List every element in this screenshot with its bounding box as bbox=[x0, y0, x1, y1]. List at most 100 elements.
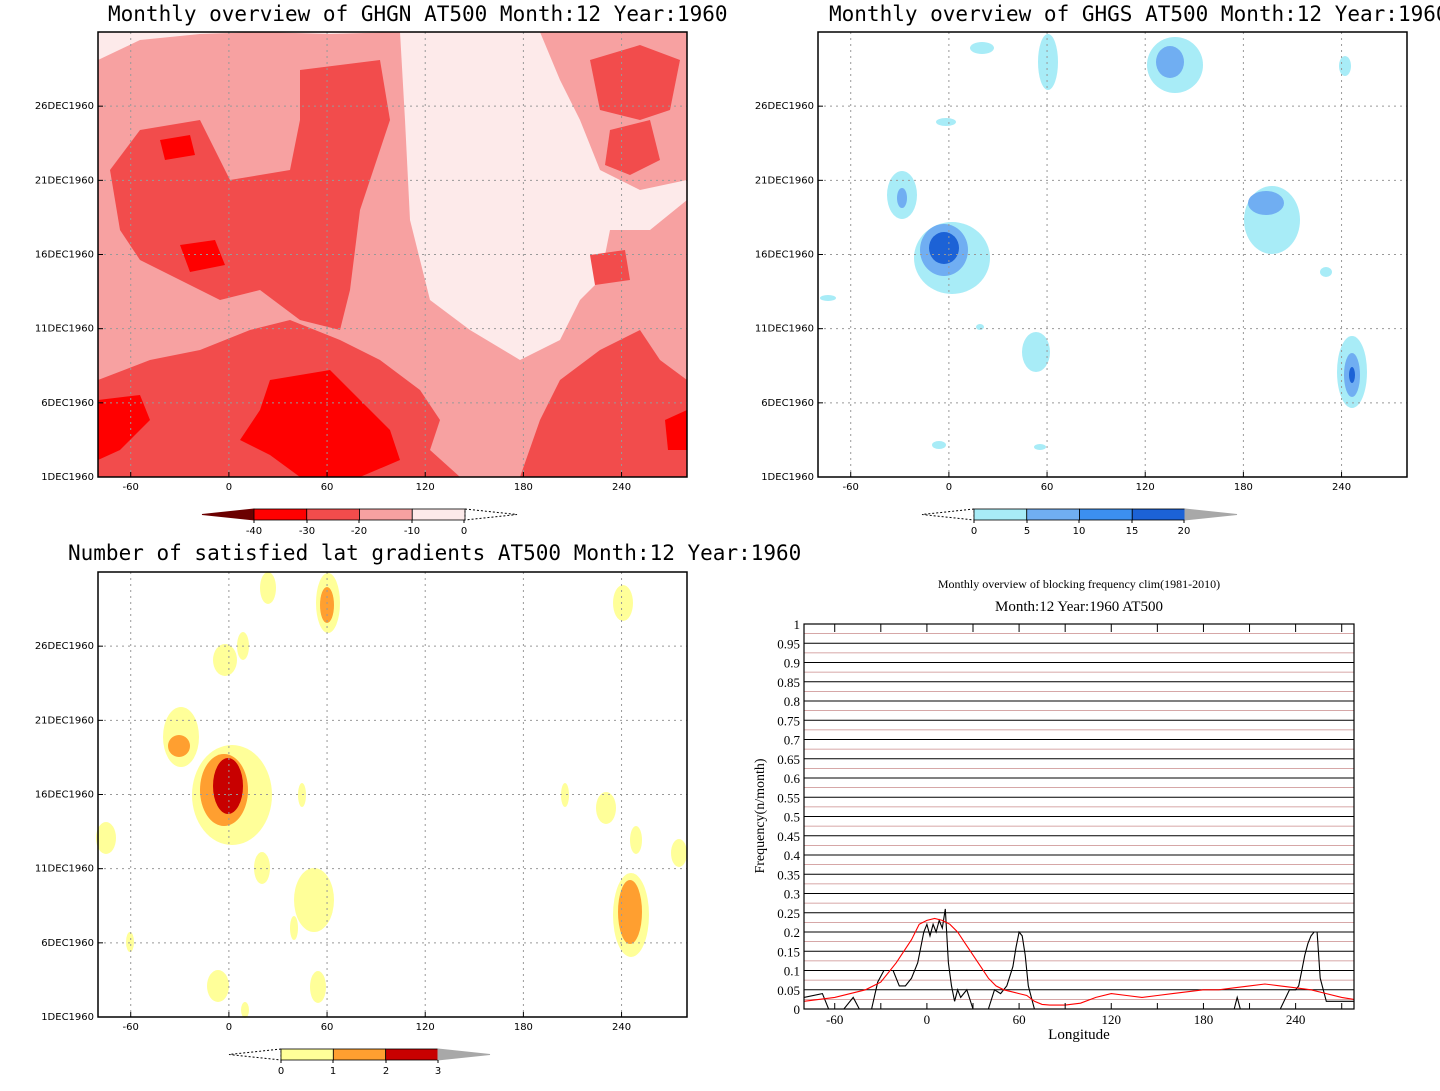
ghgn-x-tick-label: -60 bbox=[123, 482, 139, 493]
ghgn-colorbar-arrow-right bbox=[464, 508, 518, 521]
grad-blob bbox=[561, 783, 569, 807]
freq-x-tick-label: 180 bbox=[1194, 1012, 1214, 1027]
grad-x-ticks: -60 0 60 120 180 240 bbox=[123, 1012, 631, 1033]
ghgn-y-tick-label: 21DEC1960 bbox=[35, 175, 94, 186]
freq-y-tick-label: 0.05 bbox=[777, 983, 800, 998]
ghgn-colorbar-box bbox=[359, 508, 413, 521]
freq-frame bbox=[803, 623, 1355, 1010]
ghgs-y-tick-label: 1DEC1960 bbox=[761, 472, 814, 483]
grad-colorbar-label: 3 bbox=[435, 1066, 441, 1077]
grad-blob bbox=[310, 971, 326, 1003]
ghgs-colorbar-label: 0 bbox=[971, 526, 977, 537]
freq-y-tick-label: 0.75 bbox=[777, 713, 800, 728]
ghgs-y-tick-label: 26DEC1960 bbox=[755, 101, 814, 112]
grad-grid bbox=[98, 572, 687, 1017]
grad-blob bbox=[596, 792, 616, 824]
freq-y-tick-label: 1 bbox=[794, 617, 801, 632]
grad-blob bbox=[294, 868, 334, 932]
ghgs-colorbar-label: 15 bbox=[1126, 526, 1139, 537]
ghgs-blob bbox=[820, 295, 836, 301]
grad-chart: -60 0 60 120 180 240 1DEC19606DEC196011DEC196… bbox=[35, 571, 688, 1077]
ghgs-colorbar-box bbox=[1079, 508, 1133, 521]
ghgn-x-tick-label: 240 bbox=[612, 482, 631, 493]
grad-blob bbox=[126, 932, 134, 952]
grad-y-ticks: 1DEC1960 6DEC1960 11DEC1960 16DEC1960 21DEC1… bbox=[35, 641, 103, 1023]
grad-blob bbox=[213, 644, 237, 676]
ghgn-colorbar-label: -30 bbox=[299, 526, 315, 537]
freq-y-tick-label: 0.6 bbox=[784, 771, 801, 786]
freq-y-tick-label: 0.5 bbox=[784, 810, 800, 825]
ghgs-blob bbox=[970, 42, 994, 54]
ghgn-contour-20 bbox=[110, 60, 390, 330]
grad-x-tick-label: 120 bbox=[416, 1022, 435, 1033]
ghgn-contour-20d bbox=[590, 45, 680, 120]
freq-y-tick-label: 0.95 bbox=[777, 636, 800, 651]
grad-blob bbox=[213, 758, 243, 814]
ghgs-chart: -60 0 60 120 180 240 1DEC1960 6DEC1960 11DEC196… bbox=[755, 31, 1408, 537]
grad-colorbar-arrow-left bbox=[228, 1048, 282, 1061]
freq-x-tick-label: 0 bbox=[924, 1012, 931, 1027]
freq-y-tick-label: 0.4 bbox=[784, 848, 801, 863]
freq-y-tick-label: 0.55 bbox=[777, 790, 800, 805]
freq-x-tick-label: 120 bbox=[1102, 1012, 1122, 1027]
ghgs-title: Monthly overview of GHGS AT500 Month:12 … bbox=[829, 2, 1440, 26]
grad-y-tick-label: 26DEC1960 bbox=[35, 641, 94, 652]
ghgn-contour-20c bbox=[520, 330, 687, 477]
freq-y-tick-label: 0.7 bbox=[784, 733, 801, 748]
grad-blob bbox=[630, 826, 642, 854]
ghgn-chart: -60 0 60 120 180 240 1DEC1960 6DEC1960 11DEC196… bbox=[35, 31, 688, 537]
freq-y-tick-label: 0 bbox=[794, 1002, 801, 1017]
freq-y-tick-label: 0.15 bbox=[777, 944, 800, 959]
grad-x-tick-label: 60 bbox=[321, 1022, 334, 1033]
grad-colorbar-label: 0 bbox=[278, 1066, 284, 1077]
ghgs-colorbar-label: 20 bbox=[1178, 526, 1191, 537]
ghgn-colorbar-label: -20 bbox=[351, 526, 367, 537]
ghgs-x-ticks: -60 0 60 120 180 240 bbox=[843, 472, 1351, 493]
freq-x-tick-label: 240 bbox=[1286, 1012, 1306, 1027]
freq-series-line-0 bbox=[803, 908, 1354, 1010]
ghgs-x-tick-label: 60 bbox=[1041, 482, 1054, 493]
ghgs-y-tick-label: 21DEC1960 bbox=[755, 175, 814, 186]
freq-y-tick-label: 0.25 bbox=[777, 906, 800, 921]
ghgs-blob bbox=[932, 441, 946, 449]
grad-y-tick-label: 6DEC1960 bbox=[41, 938, 94, 949]
freq-y-tick-label: 0.8 bbox=[784, 694, 800, 709]
ghgs-y-tick-label: 16DEC1960 bbox=[755, 250, 814, 261]
ghgn-colorbar-box bbox=[411, 508, 466, 521]
ghgn-grid bbox=[98, 32, 687, 477]
grad-blob bbox=[241, 1002, 249, 1018]
ghgn-x-tick-label: 180 bbox=[514, 482, 533, 493]
ghgs-x-tick-label: 180 bbox=[1234, 482, 1253, 493]
ghgs-x-tick-label: 0 bbox=[946, 482, 952, 493]
ghgs-colorbar-label: 10 bbox=[1073, 526, 1086, 537]
grad-colorbar-label: 2 bbox=[383, 1066, 389, 1077]
ghgs-y-tick-label: 6DEC1960 bbox=[761, 398, 814, 409]
grad-colorbar-box bbox=[385, 1048, 439, 1061]
grad-x-tick-label: 240 bbox=[612, 1022, 631, 1033]
ghgn-contour-20f bbox=[590, 250, 630, 285]
ghgn-contour-30c bbox=[98, 395, 150, 460]
ghgs-blob bbox=[1339, 56, 1351, 76]
grad-colorbar-box bbox=[332, 1048, 387, 1061]
ghgs-colorbar-label: 5 bbox=[1024, 526, 1030, 537]
ghgs-x-tick-label: 240 bbox=[1332, 482, 1351, 493]
ghgn-contour-30b bbox=[180, 240, 225, 272]
ghgs-grid bbox=[818, 32, 1407, 477]
ghgn-x-tick-label: 60 bbox=[321, 482, 334, 493]
ghgn-contour-30 bbox=[160, 135, 195, 160]
ghgn-contour-20e bbox=[605, 120, 660, 175]
freq-y-tick-label: 0.1 bbox=[784, 964, 800, 979]
ghgs-colorbar-arrow-left bbox=[921, 508, 975, 521]
ghgn-x-tick-label: 120 bbox=[416, 482, 435, 493]
freq-x-ticks: -60 0 60 120 180 240 bbox=[826, 624, 1343, 1027]
grad-blob bbox=[168, 735, 190, 757]
grad-blob bbox=[320, 587, 334, 623]
grad-blob bbox=[260, 572, 276, 604]
ghgs-colorbar-box bbox=[973, 508, 1028, 521]
grad-title: Number of satisfied lat gradients AT500 … bbox=[68, 541, 802, 565]
freq-chart: Monthly overview of blocking frequency c… bbox=[753, 577, 1355, 1043]
grad-blob bbox=[671, 839, 687, 867]
grad-colorbar-arrow-right bbox=[437, 1048, 491, 1061]
ghgn-colorbar: -40 -30 -20 -10 0 bbox=[201, 508, 518, 537]
ghgs-blob bbox=[1034, 444, 1046, 450]
